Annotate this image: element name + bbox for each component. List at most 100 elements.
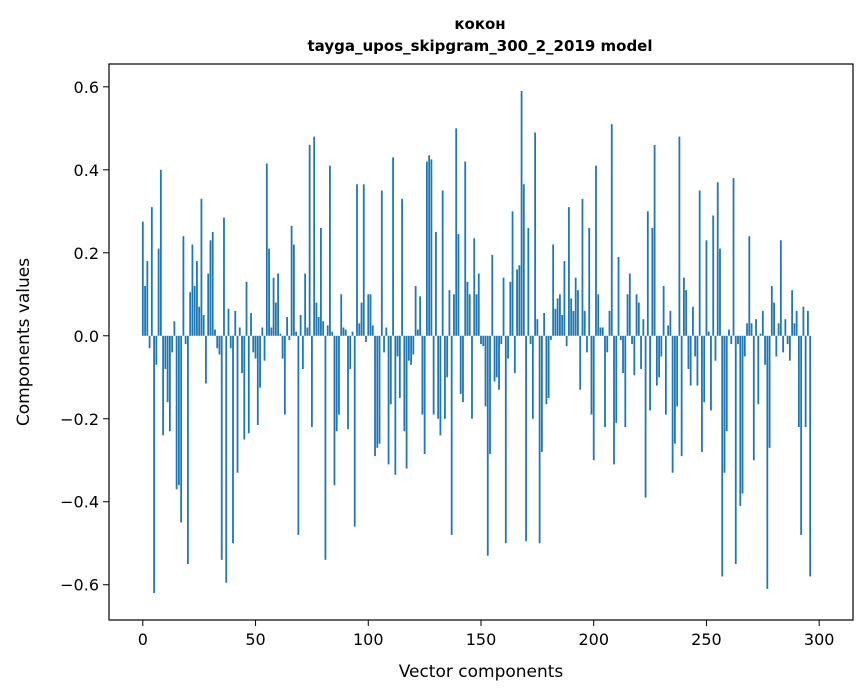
bar-component-247: [698, 190, 701, 336]
bar-component-214: [624, 335, 627, 428]
bar-component-112: [394, 335, 397, 475]
plot-frame: [108, 63, 854, 621]
bar-component-218: [633, 335, 636, 376]
y-axis-ticks: −0.6 −0.4 −0.2 0.0 0.2 0.4 0.6: [60, 78, 109, 595]
bar-component-51: [256, 335, 259, 425]
bar-component-87: [338, 335, 340, 415]
bar-component-114: [398, 335, 401, 399]
bar-component-75: [311, 335, 313, 428]
bar-component-76: [313, 136, 316, 336]
bar-component-32: [214, 329, 216, 336]
bar-component-259: [725, 335, 728, 432]
bar-component-110: [389, 335, 392, 405]
x-tick-label: 300: [804, 630, 835, 649]
bar-series: [141, 90, 812, 594]
bar-component-277: [766, 335, 769, 589]
bar-component-178: [543, 312, 546, 336]
bar-component-159: [500, 335, 503, 345]
bar-component-115: [401, 198, 403, 336]
bar-component-104: [376, 335, 379, 448]
bar-component-101: [369, 294, 372, 336]
bar-component-121: [414, 285, 417, 336]
bar-component-102: [371, 325, 374, 336]
bar-component-239: [680, 335, 683, 457]
bar-component-133: [441, 190, 444, 336]
bar-component-31: [211, 232, 214, 336]
bar-component-154: [489, 335, 491, 455]
bar-component-196: [583, 310, 586, 336]
bar-component-90: [344, 329, 347, 336]
bar-component-279: [770, 285, 773, 336]
bar-component-117: [405, 335, 408, 469]
bar-component-263: [734, 335, 737, 564]
y-tick-label: 0.0: [74, 327, 99, 346]
bar-component-44: [241, 335, 243, 374]
bar-component-130: [435, 232, 437, 336]
bar-component-276: [764, 335, 766, 365]
bar-component-260: [728, 329, 730, 336]
bar-component-195: [581, 198, 584, 336]
bar-component-12: [168, 335, 171, 432]
x-tick-label: 100: [353, 630, 384, 649]
bar-component-27: [202, 315, 205, 336]
bar-component-97: [360, 302, 363, 336]
bar-component-47: [247, 335, 250, 434]
bar-component-197: [586, 335, 588, 353]
bar-component-54: [263, 335, 266, 361]
bar-component-20: [187, 335, 189, 564]
bar-component-293: [802, 306, 805, 336]
bar-component-64: [286, 317, 289, 336]
bar-component-164: [511, 211, 514, 336]
bar-component-221: [640, 335, 642, 369]
bar-component-7: [157, 248, 160, 336]
bar-component-160: [502, 277, 505, 336]
bar-component-0: [141, 221, 144, 336]
bar-component-188: [565, 335, 568, 347]
bar-component-55: [265, 163, 268, 336]
bar-component-257: [721, 335, 724, 577]
bar-component-143: [464, 161, 467, 336]
bar-component-253: [712, 215, 715, 336]
bar-component-158: [498, 335, 500, 390]
bar-component-213: [622, 335, 624, 374]
bar-component-225: [649, 335, 651, 411]
bar-component-248: [701, 335, 703, 452]
bar-component-223: [644, 335, 647, 498]
bar-component-28: [205, 335, 207, 384]
x-tick-label: 250: [691, 630, 722, 649]
bar-component-228: [655, 335, 658, 386]
bar-component-49: [252, 335, 255, 353]
bar-component-13: [171, 335, 174, 353]
bar-component-77: [315, 302, 318, 336]
bar-component-56: [268, 248, 270, 336]
bar-component-238: [678, 136, 681, 336]
bar-component-126: [425, 161, 428, 336]
bar-component-255: [716, 182, 719, 336]
bar-component-275: [761, 310, 764, 336]
chart-title-word: кокон: [454, 15, 505, 33]
bar-component-33: [216, 335, 219, 349]
bar-component-69: [297, 335, 300, 535]
bar-component-295: [807, 310, 809, 336]
bar-component-150: [480, 335, 482, 345]
bar-component-286: [786, 335, 789, 345]
bar-component-58: [272, 277, 275, 336]
bar-component-270: [750, 323, 753, 336]
bar-component-261: [730, 335, 733, 345]
bar-component-212: [619, 335, 622, 340]
bar-component-281: [775, 335, 778, 357]
bar-component-142: [462, 335, 464, 403]
bar-component-5: [153, 335, 155, 594]
bar-component-185: [559, 294, 561, 336]
bar-component-37: [225, 335, 228, 583]
bar-component-216: [628, 273, 631, 336]
bar-component-166: [516, 269, 518, 336]
bar-component-147: [473, 238, 476, 336]
bar-component-62: [281, 335, 284, 359]
bar-component-100: [367, 294, 370, 336]
bar-component-43: [238, 327, 241, 336]
bar-component-262: [732, 178, 735, 336]
bar-component-278: [768, 335, 771, 448]
bar-component-296: [809, 335, 812, 577]
bar-component-179: [545, 335, 548, 405]
